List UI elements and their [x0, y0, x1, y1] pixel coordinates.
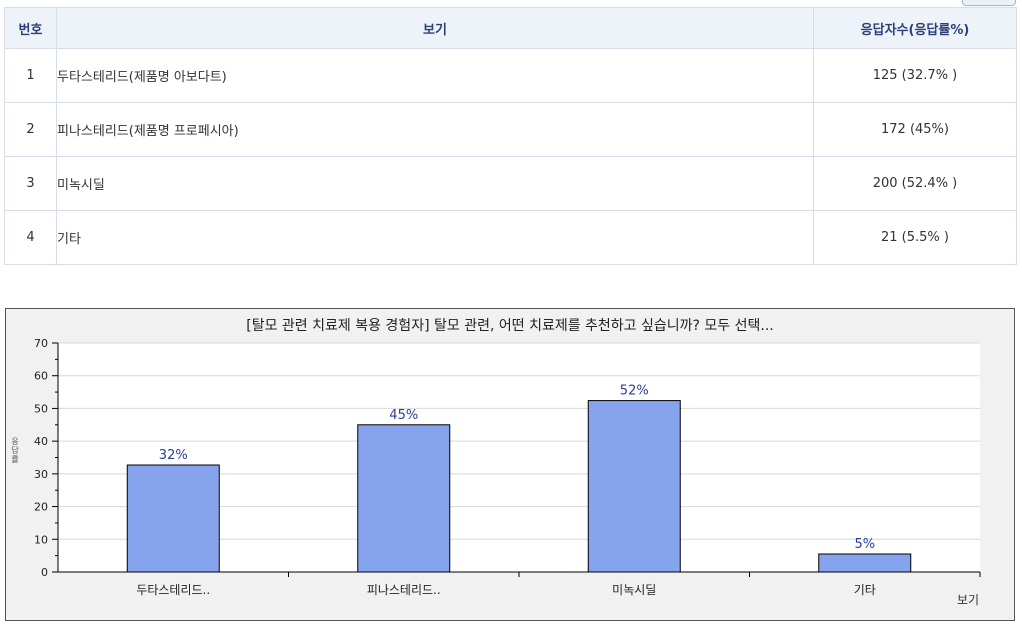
- table-header-row: 번호 보기 응답자수(응답률%): [4, 7, 1017, 49]
- table-row: 3 미녹시딜 200 (52.4% ): [4, 156, 1017, 211]
- category-label: 미녹시딜: [612, 583, 656, 597]
- row-responses: 21 (5.5% ): [813, 210, 1017, 265]
- chart-title: [탈모 관련 치료제 복용 경험자] 탈모 관련, 어떤 치료제를 추천하고 싶…: [246, 318, 774, 334]
- row-number: 4: [4, 210, 57, 265]
- results-table: 번호 보기 응답자수(응답률%) 1 두타스테리드(제품명 아보다트) 125 …: [4, 7, 1017, 265]
- bar: [587, 400, 681, 573]
- row-responses: 172 (45%): [813, 102, 1017, 157]
- y-tick-label: 70: [34, 337, 48, 350]
- row-option: 두타스테리드(제품명 아보다트): [56, 48, 814, 103]
- data-label: 52%: [620, 384, 649, 399]
- data-label: 32%: [159, 448, 188, 463]
- row-option: 미녹시딜: [56, 156, 814, 211]
- row-option: 피나스테리드(제품명 프로페시아): [56, 102, 814, 157]
- row-responses: 125 (32.7% ): [813, 48, 1017, 103]
- category-label: 피나스테리드..: [367, 583, 441, 597]
- corner-tab: [962, 0, 1016, 6]
- table-row: 2 피나스테리드(제품명 프로페시아) 172 (45%): [4, 102, 1017, 157]
- y-tick-label: 60: [34, 370, 48, 383]
- bar-chart: 0 10 20 30 40 50 60 70 32% 두타스테리드.. 45% 피나스테리드.. 52%…: [5, 308, 1015, 621]
- category-label: 두타스테리드..: [136, 583, 210, 597]
- table-row: 4 기타 21 (5.5% ): [4, 210, 1017, 265]
- row-number: 3: [4, 156, 57, 211]
- x-axis-label: 보기: [957, 593, 980, 607]
- y-tick-label: 10: [34, 533, 48, 546]
- y-tick-label: 20: [34, 501, 48, 514]
- header-option: 보기: [56, 7, 814, 49]
- header-responses: 응답자수(응답률%): [813, 7, 1017, 49]
- y-tick-label: 0: [41, 566, 48, 579]
- data-label: 45%: [389, 408, 418, 423]
- data-label: 5%: [854, 537, 875, 552]
- row-responses: 200 (52.4% ): [813, 156, 1017, 211]
- bar: [818, 553, 912, 573]
- row-number: 2: [4, 102, 57, 157]
- row-option: 기타: [56, 210, 814, 265]
- chart-canvas: 0 10 20 30 40 50 60 70 32% 두타스테리드.. 45% 피나스테리드.. 52%…: [34, 337, 981, 597]
- y-tick-label: 50: [34, 402, 48, 415]
- category-label: 기타: [854, 583, 876, 597]
- row-number: 1: [4, 48, 57, 103]
- y-tick-label: 40: [34, 435, 48, 448]
- y-axis-label: 응답률: [11, 437, 19, 464]
- y-tick-label: 30: [34, 468, 48, 481]
- table-row: 1 두타스테리드(제품명 아보다트) 125 (32.7% ): [4, 48, 1017, 103]
- bar: [357, 424, 451, 573]
- bar: [126, 464, 220, 573]
- header-num: 번호: [4, 7, 57, 49]
